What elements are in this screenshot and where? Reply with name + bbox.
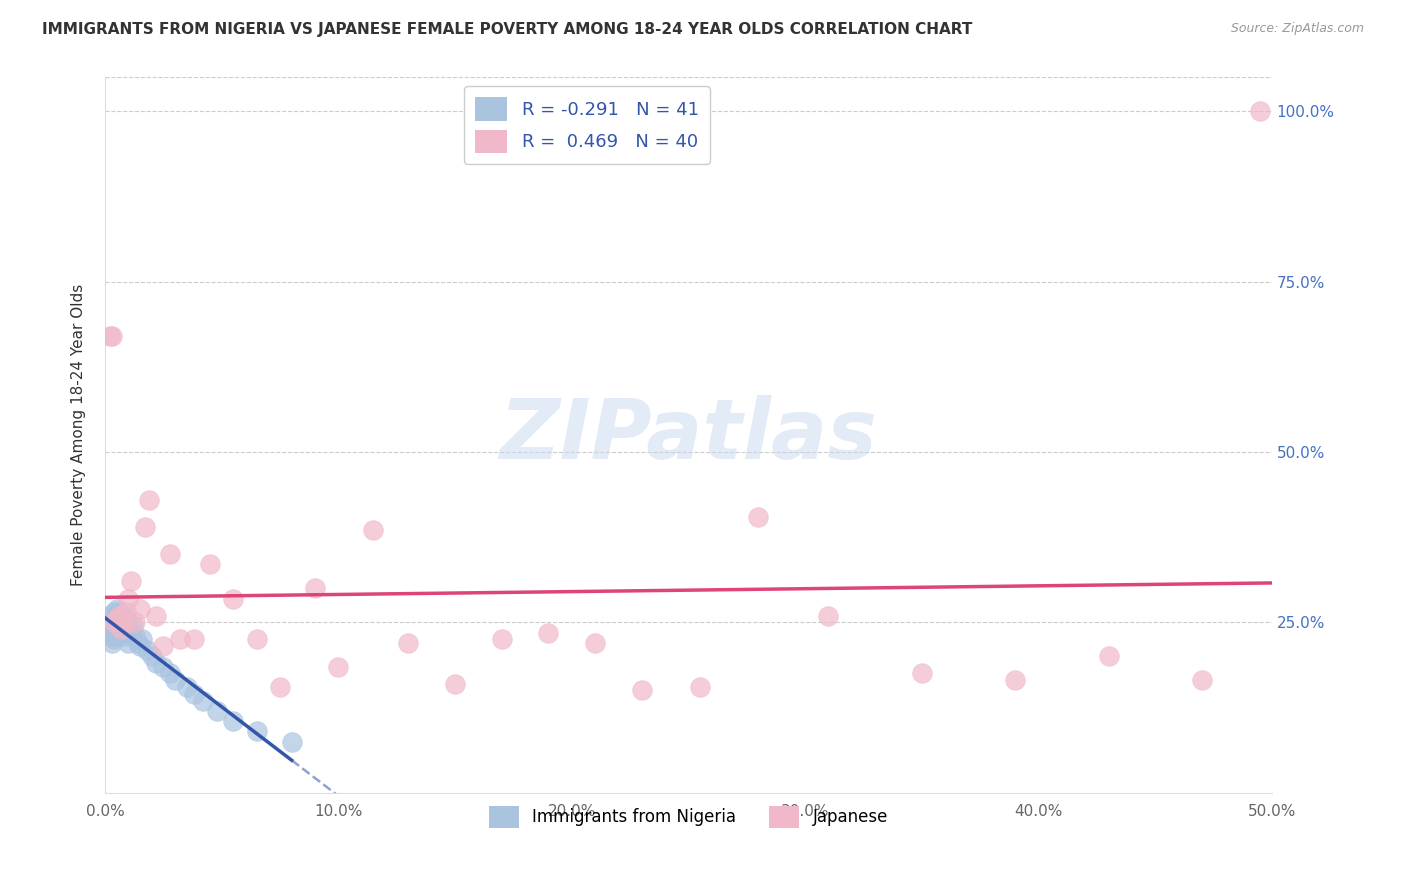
Point [280,734,302,748]
Point [222,714,245,728]
Point [98,608,121,623]
Point [159,547,181,561]
Point [120,625,142,640]
Point [159,666,181,681]
Point [141,649,163,664]
Point [583,636,606,650]
Point [1097,649,1119,664]
Point [108,608,131,623]
Point [117,622,139,636]
Point [1004,673,1026,688]
Point [124,629,146,643]
Point [115,612,138,626]
Point [115,605,138,619]
Point [112,615,135,630]
Point [120,574,142,589]
Point [112,615,135,630]
Point [117,636,139,650]
Point [103,605,125,619]
Point [129,601,152,615]
Point [112,629,135,643]
Point [138,492,160,507]
Point [117,591,139,606]
Point [396,636,419,650]
Point [222,591,245,606]
Point [134,520,156,534]
Point [105,612,128,626]
Legend: Immigrants from Nigeria, Japanese: Immigrants from Nigeria, Japanese [482,799,894,834]
Point [198,558,221,572]
Point [304,582,326,596]
Point [183,632,205,647]
Point [96,619,118,633]
Point [163,673,186,688]
Point [269,680,291,694]
Point [105,615,128,630]
Point [176,680,198,694]
Point [101,329,124,343]
Point [124,615,146,630]
Point [110,625,132,640]
Point [110,622,132,636]
Point [129,639,152,653]
Point [246,632,269,647]
Point [145,657,167,671]
Text: IMMIGRANTS FROM NIGERIA VS JAPANESE FEMALE POVERTY AMONG 18-24 YEAR OLDS CORRELA: IMMIGRANTS FROM NIGERIA VS JAPANESE FEMA… [42,22,973,37]
Point [152,659,174,673]
Point [169,632,191,647]
Point [1249,104,1271,119]
Point [108,605,131,619]
Point [152,639,174,653]
Point [689,680,711,694]
Point [127,636,149,650]
Text: Source: ZipAtlas.com: Source: ZipAtlas.com [1230,22,1364,36]
Point [131,632,153,647]
Point [98,629,121,643]
Point [363,524,385,538]
Point [105,629,128,643]
Point [145,608,167,623]
Point [103,632,125,647]
Point [105,601,128,615]
Y-axis label: Female Poverty Among 18-24 Year Olds: Female Poverty Among 18-24 Year Olds [72,284,86,586]
Point [101,615,124,630]
Point [537,625,560,640]
Point [911,666,934,681]
Point [110,608,132,623]
Point [101,625,124,640]
Point [817,608,839,623]
Point [444,676,467,690]
Point [191,694,214,708]
Point [98,329,121,343]
Point [328,659,350,673]
Point [491,632,513,647]
Point [122,619,145,633]
Point [747,509,769,524]
Point [108,622,131,636]
Point [205,704,228,718]
Point [246,724,269,739]
Point [183,687,205,701]
Point [103,619,125,633]
Point [101,636,124,650]
Point [136,642,159,657]
Point [1191,673,1213,688]
Point [103,615,125,630]
Point [630,683,652,698]
Point [115,625,138,640]
Text: ZIPatlas: ZIPatlas [499,394,877,475]
